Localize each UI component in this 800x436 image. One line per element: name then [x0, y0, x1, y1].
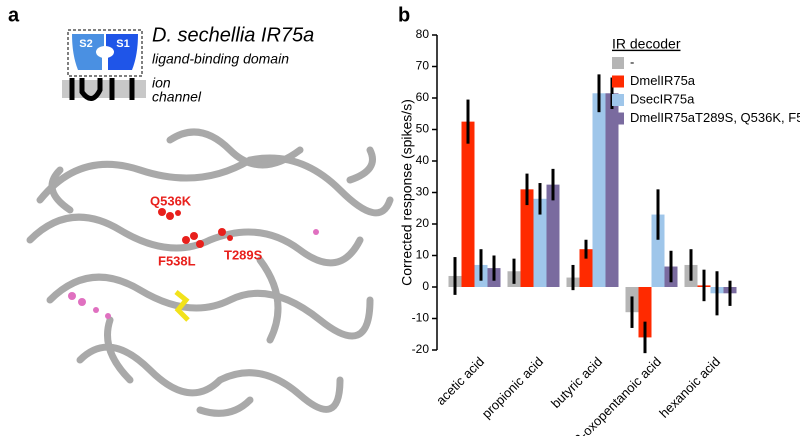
channel-label: ion: [152, 75, 171, 91]
s1-label: S1: [116, 38, 129, 50]
ligand-atoms: [68, 229, 319, 319]
legend-swatch: [612, 112, 624, 125]
y-tick-label: 50: [416, 122, 430, 136]
x-tick-label: acetic acid: [433, 354, 487, 408]
channel-label: channel: [152, 89, 202, 105]
bar: [533, 198, 547, 287]
panel-title: D. sechellia IR75a: [152, 24, 314, 46]
residue-label: Q536K: [150, 193, 192, 208]
y-tick-label: 70: [416, 59, 430, 73]
domain-box: [67, 29, 143, 77]
legend-swatch: [612, 57, 624, 69]
bar: [461, 121, 475, 287]
bar: [520, 189, 534, 287]
legend-label: DmelIR75aT289S, Q536K, F538L: [630, 110, 800, 125]
y-tick-label: -20: [412, 342, 430, 356]
panel-subtitle: ligand-binding domain: [152, 51, 289, 67]
bar: [638, 287, 652, 338]
y-tick-label: 10: [416, 248, 430, 262]
y-tick-label: 30: [416, 185, 430, 199]
y-tick-label: 0: [422, 279, 429, 293]
s1-domain: [106, 34, 138, 70]
panel-label: b: [398, 4, 410, 26]
x-tick-label: propionic acid: [479, 354, 546, 421]
x-tick-label: hexanoic acid: [656, 354, 723, 421]
y-axis-label: Corrected response (spikes/s): [399, 99, 415, 286]
residue-label: F538L: [158, 253, 196, 268]
y-tick-label: 40: [416, 153, 430, 167]
bar: [651, 214, 665, 287]
bar: [579, 249, 593, 287]
s2-domain: [72, 34, 104, 70]
x-tick-label: butyric acid: [548, 354, 605, 411]
bar: [605, 93, 619, 288]
channel: [69, 78, 135, 101]
legend-label: DsecIR75a: [630, 91, 695, 106]
s2-label: S2: [79, 38, 92, 50]
y-tick-label: -10: [412, 311, 430, 325]
legend-title: IR decoder: [612, 36, 681, 52]
bar: [592, 93, 606, 288]
bar: [546, 184, 560, 287]
legend-swatch: [612, 75, 624, 88]
legend-label: -: [630, 54, 634, 69]
linker: [102, 52, 108, 72]
legend-swatch: [612, 94, 624, 106]
panel-label: a: [8, 4, 20, 26]
cysteine: [174, 290, 190, 322]
y-tick-label: 80: [416, 27, 430, 41]
residue-atoms: [158, 208, 233, 248]
protein-structure: [26, 128, 394, 417]
y-tick-label: 20: [416, 216, 430, 230]
y-tick-label: 60: [416, 90, 430, 104]
residue-label: T289S: [224, 247, 263, 262]
legend-label: DmelIR75a: [630, 73, 696, 88]
